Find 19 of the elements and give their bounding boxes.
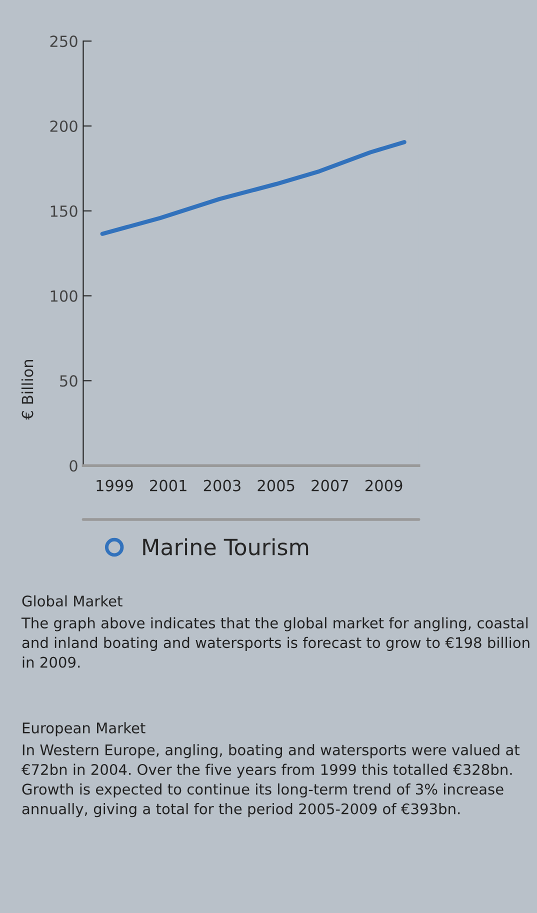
text: In Western Europe, angling, boating and watersports were valued at €72bn in 2004. Over the five years from 1999 this totalled €328bn. Growth is expected to continue its long-term trend of 3% increase annually, giving a total for the period 2005-2009 of €393bn. xyxy=(21,744,520,818)
y-axis-title: € Billion xyxy=(21,360,34,420)
y-tick-label: 50 xyxy=(60,375,78,387)
x-tick-label: 2009 xyxy=(366,480,402,492)
x-tick-label: 2003 xyxy=(204,480,240,492)
text: Global Market xyxy=(22,595,122,607)
text: The graph above indicates that the global market for angling, coastal and inland boating and watersports is forecast to grow to €198 billion in 2009. xyxy=(21,617,530,668)
legend-label: Marine Tourism xyxy=(143,538,308,556)
y-tick-label: 250 xyxy=(50,36,78,48)
y-tick-label: 100 xyxy=(50,290,78,302)
y-tick-label: 200 xyxy=(50,120,78,132)
x-tick-label: 2007 xyxy=(312,480,348,492)
x-tick-label: 2005 xyxy=(258,480,294,492)
y-tick-label: 150 xyxy=(50,205,78,217)
x-tick-label: 2001 xyxy=(150,480,186,492)
line-series xyxy=(100,140,406,236)
text: European Market xyxy=(22,722,146,736)
y-tick-label: 0 xyxy=(70,460,78,472)
x-tick-label: 1999 xyxy=(96,480,133,492)
